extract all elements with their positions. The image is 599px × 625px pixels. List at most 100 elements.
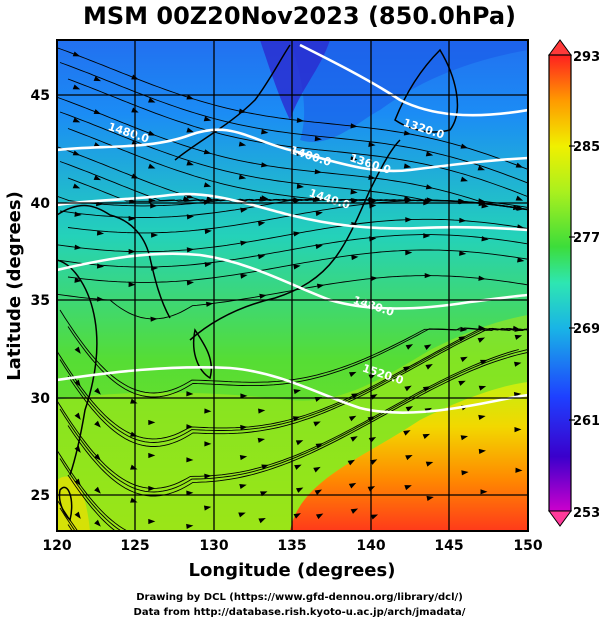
streamline-arrow [293,198,301,204]
x-tick-label: 125 [120,538,149,554]
colorbar-tick-label: 293 [573,50,599,65]
streamline [57,275,528,320]
coastline-taiwan [58,486,73,522]
streamline-arrow [460,143,468,149]
streamline-arrow [74,511,81,519]
streamline-arrow [94,553,103,562]
streamline-arrow [128,248,136,255]
streamline-arrow [480,359,488,365]
y-tick-label: 35 [31,293,50,309]
streamline [57,349,519,489]
streamline-arrow [295,487,304,493]
streamline-arrow [257,221,266,227]
streamline-arrow [240,273,248,279]
streamline-arrow [93,76,102,82]
streamline-arrow [536,373,543,379]
x-tick-label: 135 [277,538,306,554]
streamline-arrow [74,244,82,250]
y-tick-label: 30 [31,391,51,407]
streamline-arrow [517,257,525,263]
streamline-arrow [186,523,194,529]
streamline [67,524,73,531]
streamline-arrow [257,254,266,260]
streamline-arrow [315,210,323,217]
streamline-arrow [94,387,101,395]
streamline-arrow [348,415,357,422]
x-axis-label: Longitude (degrees) [189,560,396,581]
streamline-arrow [74,379,81,387]
streamline-arrow [350,436,358,442]
streamline-arrow [535,211,543,217]
streamline-arrow [96,263,105,269]
streamline-arrow [351,255,359,261]
streamline-arrow [96,230,105,236]
streamline-arrow [240,207,248,213]
streamline-arrow [148,585,155,590]
streamline-arrow [240,393,248,399]
streamline-arrow [425,461,434,467]
streamline-arrow [536,206,544,212]
height-contours [57,43,528,414]
colorbar-tick-label: 253 [573,506,599,521]
streamline-arrow [314,539,323,547]
streamline-arrow [72,51,81,57]
streamline-arrow [403,163,412,169]
streamline-arrow [534,208,542,214]
streamline-arrow [534,208,542,214]
streamline-arrow [148,452,156,459]
streamline-arrow [535,244,543,250]
streamline-arrow [261,464,269,470]
streamline-arrow [403,130,412,136]
streamline-arrow [514,361,522,367]
coastline-honshu [189,139,401,341]
coastline-hokkaido [394,48,459,133]
colorbar-min-triangle [548,510,572,527]
streamline-arrow [481,203,489,209]
streamline-arrow [203,505,212,511]
streamline-arrow [72,150,81,156]
streamline-arrow [75,545,83,554]
streamline-arrow [459,217,467,223]
streamline-arrow [515,195,524,201]
streamline-arrow [369,459,378,465]
streamline-arrow [537,408,544,413]
streamline [67,78,528,198]
streamline-arrow [148,163,156,169]
y-axis-label: Latitude (degrees) [4,191,25,381]
colorbar: 293 285 277 269 261 253 [548,39,599,527]
streamline-arrow [460,326,468,332]
streamline-arrow [148,618,155,623]
streamline-arrow [296,183,304,189]
streamline-arrow [182,196,191,201]
streamline-arrow [204,262,212,268]
streamline-arrow [292,416,301,422]
streamline-arrow [186,457,194,463]
coastline-kyushu [193,328,212,380]
streamline-arrow [93,175,102,181]
streamline-arrow [460,435,469,441]
streamline-arrow [186,424,194,430]
streamline-arrow [240,424,248,431]
streamline-arrow [258,408,266,414]
streamline-arrow [186,94,194,100]
streamline-arrow [403,430,411,436]
streamline-arrow [478,414,486,420]
streamline-arrow [74,346,81,354]
colorbar-max-triangle [548,39,572,56]
streamline-arrow [130,497,138,503]
streamline-arrow [94,486,101,494]
colorbar-tick-label: 285 [573,140,599,155]
streamline-arrow [74,211,82,217]
streamline-arrow [425,363,433,370]
streamline-arrow [259,293,267,299]
streamline-arrow [94,420,101,428]
streamline-arrow [460,176,468,182]
streamline [57,449,129,531]
streamline-arrow [241,537,249,545]
streamline-arrow [514,426,522,433]
streamline-arrow [148,485,156,492]
streamline-arrow [128,281,136,288]
streamline-arrow [203,116,212,122]
coastline-primorye [174,44,291,161]
